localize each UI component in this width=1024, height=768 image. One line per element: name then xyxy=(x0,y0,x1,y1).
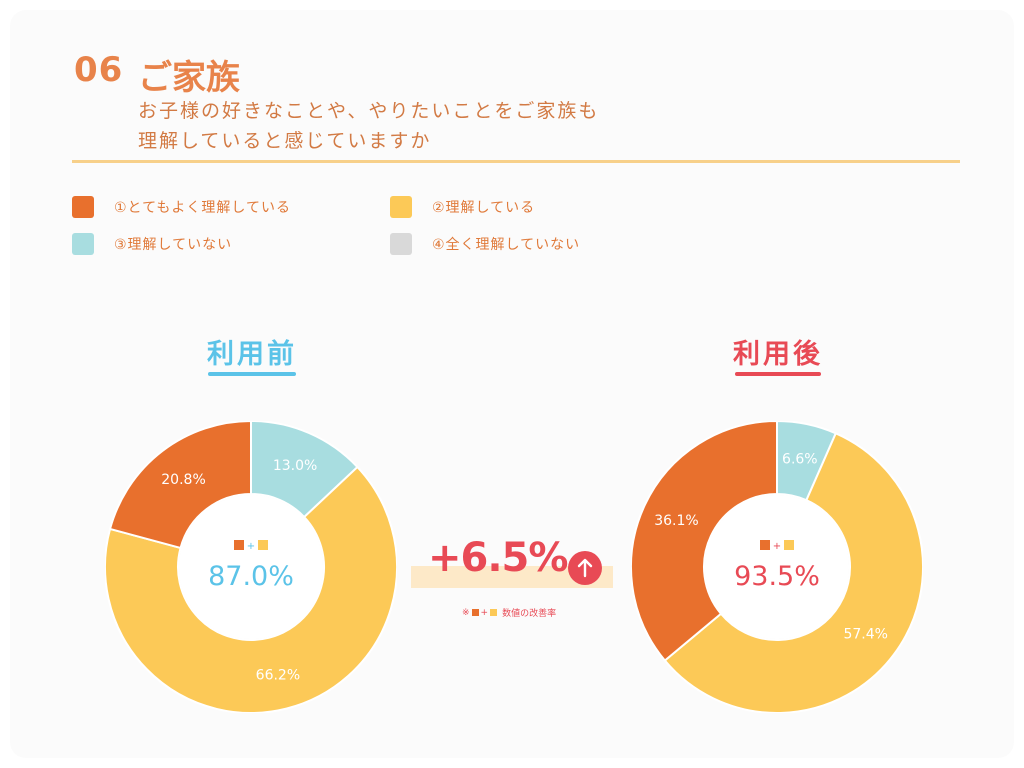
legend-label-not-at-all: ④全く理解していない xyxy=(432,237,581,253)
up-arrow-icon xyxy=(568,551,602,585)
legend-swatch-very-well xyxy=(72,196,94,218)
donut-before-slice-understand xyxy=(105,465,397,713)
legend-swatch-understand xyxy=(390,196,412,218)
header-divider xyxy=(72,160,960,163)
donut-before-label-understand: 66.2% xyxy=(256,668,300,684)
donut-after-label-not-understand: 6.6% xyxy=(782,451,818,467)
note-swatch-understand xyxy=(490,609,498,616)
donut-before-center-swatch-understand xyxy=(258,540,268,550)
donut-after-slice-very-well xyxy=(631,421,778,662)
section-number: 06 xyxy=(74,50,124,90)
donut-after-center xyxy=(705,495,849,639)
note-text: 数値の改善率 xyxy=(502,609,557,619)
donut-before-label-very-well: 20.8% xyxy=(161,472,205,488)
donut-before-center-plus: + xyxy=(247,541,255,552)
improvement-note: ※ + 数値の改善率 xyxy=(462,606,557,620)
subtitle-line-2: 理解していると感じていますか xyxy=(138,130,432,152)
improvement-value: +6.5% xyxy=(428,535,568,581)
legend-swatch-not-understand xyxy=(72,233,94,255)
subtitle-line-1: お子様の好きなことや、やりたいことをご家族も xyxy=(138,100,600,122)
donut-before-slice-very-well xyxy=(108,421,252,550)
donut-chart-before: 13.0% 66.2% 20.8% +87.0% xyxy=(105,421,397,713)
note-plus: + xyxy=(480,607,489,618)
donut-after-label-very-well: 36.1% xyxy=(654,513,698,529)
note-swatch-very-well xyxy=(471,609,479,616)
legend-label-understand: ②理解している xyxy=(432,200,536,216)
legend-swatch-not-at-all xyxy=(390,233,412,255)
donut-before-center xyxy=(179,495,323,639)
legend-item-not-understand: ③理解していない xyxy=(72,233,232,255)
chart-title-before-underline xyxy=(208,372,296,376)
legend-item-not-at-all: ④全く理解していない xyxy=(390,233,580,255)
legend-label-not-understand: ③理解していない xyxy=(114,237,233,253)
legend-item-very-well: ①とてもよく理解している xyxy=(72,196,291,218)
donut-after-total: 93.5% xyxy=(734,561,820,592)
legend-label-very-well: ①とてもよく理解している xyxy=(114,200,292,216)
donut-after-center-swatch-understand xyxy=(784,540,794,550)
donut-after-slice-understand xyxy=(663,432,923,713)
donut-before-total: 87.0% xyxy=(208,561,294,592)
note-mark: ※ xyxy=(462,607,470,618)
donut-before-center-swatch-very-well xyxy=(234,540,244,550)
chart-title-after: 利用後 xyxy=(733,339,823,370)
chart-title-before: 利用前 xyxy=(207,339,297,370)
section-subtitle: お子様の好きなことや、やりたいことをご家族も 理解していると感じていますか xyxy=(138,96,778,156)
donut-after-center-swatch-very-well xyxy=(760,540,770,550)
section-title: ご家族 xyxy=(138,58,240,98)
donut-after-label-understand: 57.4% xyxy=(843,627,887,643)
improvement-highlight xyxy=(411,566,613,588)
donut-after-center-plus: + xyxy=(773,541,781,552)
donut-before-label-not-understand: 13.0% xyxy=(273,458,317,474)
legend-item-understand: ②理解している xyxy=(390,196,535,218)
chart-title-after-underline xyxy=(735,372,821,376)
donut-chart-after: 6.6% 57.4% 36.1% +93.5% xyxy=(631,421,923,713)
